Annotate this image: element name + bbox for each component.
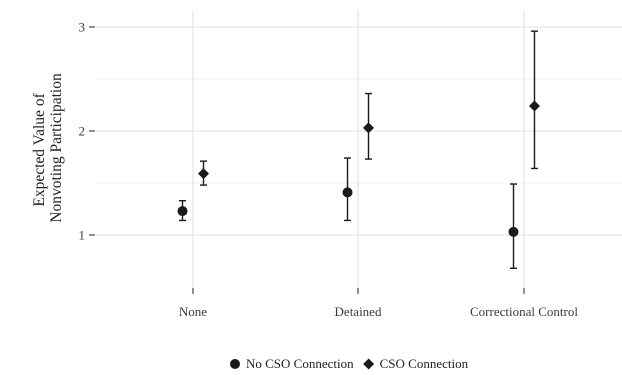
point-diamond <box>198 168 209 180</box>
y-tick-label: 1 <box>79 228 86 243</box>
x-tick-label: Correctional Control <box>470 304 578 319</box>
x-axis: None Detained Correctional Control <box>179 288 578 319</box>
legend-key-diamond <box>363 358 375 370</box>
point-circle <box>508 226 519 237</box>
legend-key-circle <box>230 359 240 369</box>
data-marks <box>177 30 540 269</box>
y-axis-title: Expected Value of Nonvoting Participatio… <box>31 73 65 223</box>
y-axis-title-line-1: Expected Value of <box>31 92 48 206</box>
y-tick-label: 2 <box>79 124 86 139</box>
y-axis-title-line-2: Nonvoting Participation <box>48 73 65 223</box>
legend-label: CSO Connection <box>380 356 469 371</box>
x-tick-label: None <box>179 304 207 319</box>
point-circle <box>342 187 353 198</box>
gridlines <box>96 10 622 287</box>
legend: No CSO Connection CSO Connection <box>230 356 469 371</box>
legend-label: No CSO Connection <box>246 356 354 371</box>
point-diamond <box>529 100 540 112</box>
point-circle <box>177 206 188 217</box>
x-tick-label: Detained <box>335 304 382 319</box>
y-axis: 1 2 3 <box>79 20 95 243</box>
point-diamond <box>363 122 374 134</box>
y-tick-label: 3 <box>79 20 86 35</box>
